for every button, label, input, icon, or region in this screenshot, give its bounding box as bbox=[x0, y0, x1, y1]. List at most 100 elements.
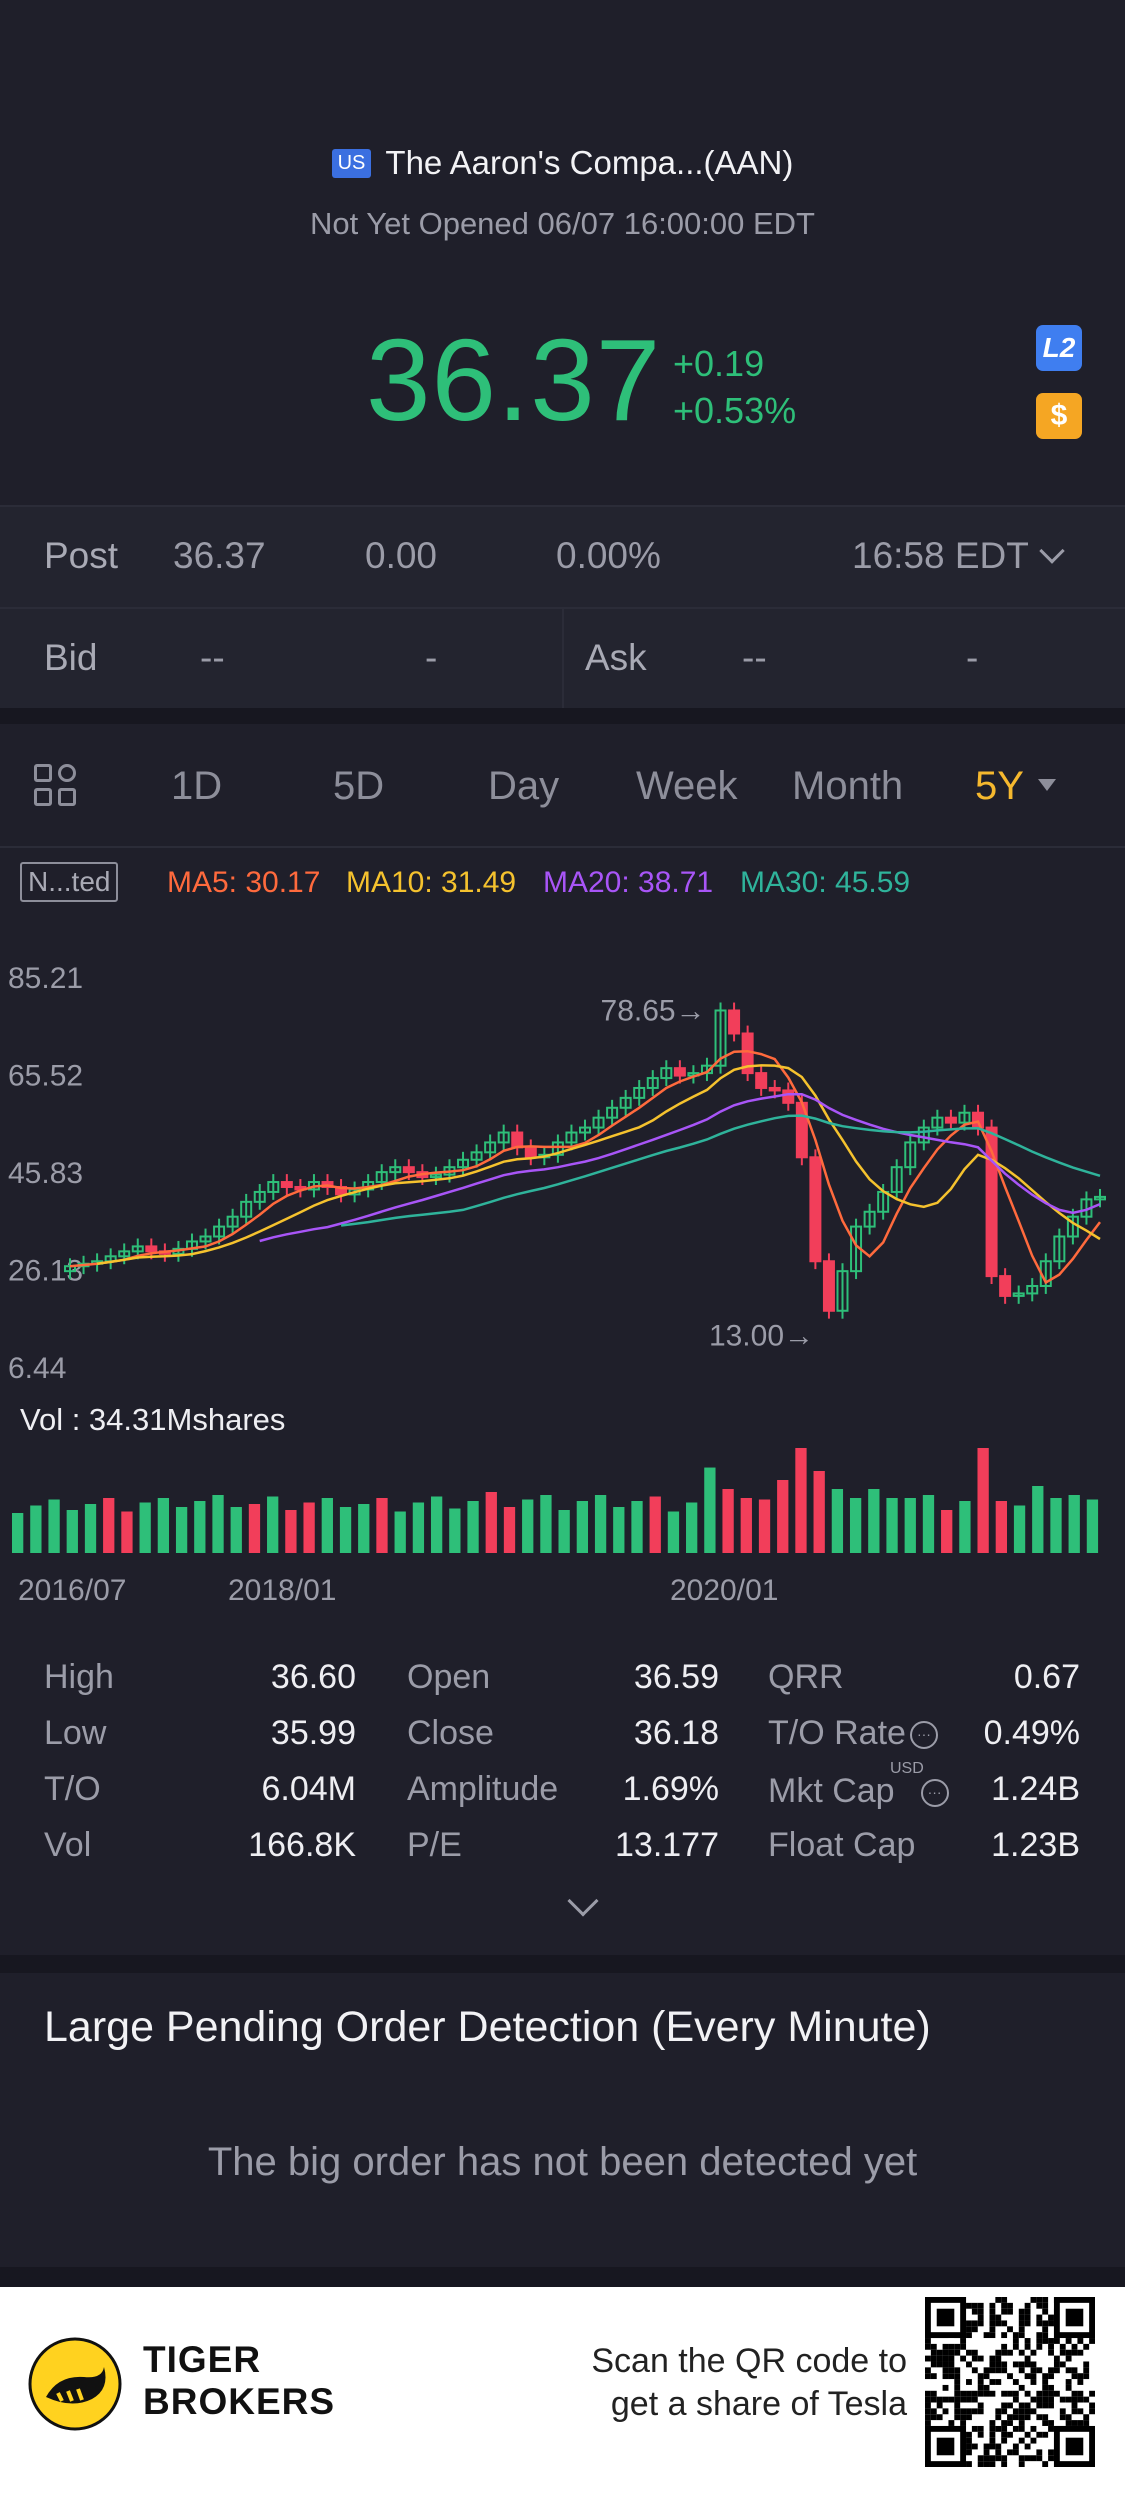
volume-bar bbox=[631, 1501, 643, 1553]
ask-price: -- bbox=[742, 637, 767, 678]
candle bbox=[457, 1158, 470, 1169]
section-title: Large Pending Order Detection (Every Min… bbox=[44, 2003, 931, 2051]
section-gap bbox=[0, 708, 1125, 724]
y-tick-label: 65.52 bbox=[8, 1060, 83, 1093]
info-icon[interactable]: ··· bbox=[920, 1779, 949, 1808]
tab-5y[interactable]: 5Y bbox=[975, 764, 1056, 809]
volume-bar bbox=[103, 1498, 115, 1553]
post-market-row[interactable]: Post 36.37 0.00 0.00% 16:58 EDT bbox=[0, 507, 1125, 607]
promo-footer[interactable]: TIGER BROKERS Scan the QR code to get a … bbox=[0, 2287, 1125, 2497]
ma5-line bbox=[69, 1049, 1101, 1285]
candle bbox=[822, 1260, 835, 1312]
candle bbox=[904, 1141, 917, 1169]
volume-bar bbox=[212, 1495, 224, 1553]
tab-5y-label: 5Y bbox=[975, 764, 1024, 808]
candle bbox=[809, 1156, 822, 1263]
volume-bar bbox=[139, 1502, 151, 1553]
bid-ask-row: Bid -- - Ask -- - bbox=[0, 609, 1125, 709]
tab-week[interactable]: Week bbox=[636, 764, 738, 808]
candle bbox=[1053, 1235, 1066, 1263]
x-tick-label: 2016/07 bbox=[18, 1574, 126, 1607]
candle bbox=[836, 1270, 849, 1312]
volume-label: Vol : 34.31Mshares bbox=[20, 1402, 285, 1437]
ma20-value: MA20: 38.71 bbox=[543, 866, 714, 899]
tab-5d[interactable]: 5D bbox=[333, 764, 385, 808]
chevron-down-icon bbox=[1039, 538, 1065, 564]
tab-month[interactable]: Month bbox=[792, 764, 904, 808]
candle bbox=[633, 1086, 646, 1099]
volume-bar bbox=[941, 1510, 953, 1553]
level2-icon[interactable]: L2 bbox=[1036, 325, 1082, 371]
volume-bar bbox=[467, 1501, 479, 1553]
large-order-section: Large Pending Order Detection (Every Min… bbox=[0, 1973, 1125, 2267]
tab-day[interactable]: Day bbox=[488, 764, 560, 808]
volume-bar bbox=[977, 1448, 989, 1553]
candle bbox=[863, 1210, 876, 1228]
stat-high: High 36.60 bbox=[44, 1658, 356, 1696]
candle bbox=[1012, 1292, 1025, 1297]
volume-bar bbox=[667, 1511, 680, 1553]
volume-bar bbox=[995, 1501, 1007, 1553]
candle bbox=[579, 1126, 591, 1134]
volume-bar bbox=[558, 1510, 570, 1553]
volume-bar bbox=[430, 1496, 443, 1553]
stat-open: Open 36.59 bbox=[407, 1658, 719, 1696]
volume-bar bbox=[321, 1498, 333, 1553]
volume-bar bbox=[777, 1480, 789, 1553]
price-change: +0.19 +0.53% bbox=[673, 340, 796, 434]
ma10-value: MA10: 31.49 bbox=[346, 866, 517, 899]
volume-bar bbox=[576, 1501, 589, 1553]
candle bbox=[253, 1190, 266, 1203]
candle bbox=[958, 1111, 971, 1124]
candle bbox=[660, 1067, 673, 1080]
annotations: 78.65→ 13.00→ bbox=[601, 994, 814, 1352]
post-pct: 0.00% bbox=[556, 535, 661, 576]
volume-bar bbox=[649, 1496, 661, 1553]
dollar-icon[interactable]: $ bbox=[1036, 393, 1082, 439]
volume-bar bbox=[1032, 1486, 1044, 1553]
volume-bar bbox=[922, 1495, 935, 1553]
title-row[interactable]: US The Aaron's Compa...(AAN) bbox=[0, 144, 1125, 182]
empty-message: The big order has not been detected yet bbox=[207, 2140, 918, 2184]
tiger-brokers-logo-icon bbox=[28, 2337, 122, 2431]
stat-qrr: QRR 0.67 bbox=[768, 1658, 1080, 1696]
candle bbox=[551, 1141, 564, 1156]
candle bbox=[484, 1141, 497, 1154]
candle bbox=[782, 1089, 795, 1104]
low-annotation: 13.00→ bbox=[709, 1320, 814, 1353]
volume-bar bbox=[813, 1471, 825, 1553]
volume-bar bbox=[394, 1511, 406, 1553]
candle bbox=[64, 1265, 76, 1273]
volume-bar bbox=[704, 1467, 716, 1553]
bid-price: -- bbox=[200, 637, 225, 678]
volume-bar bbox=[376, 1498, 388, 1553]
candle bbox=[606, 1106, 619, 1119]
stats-panel: High 36.60 Low 35.99 T/O 6.04M Vol 166.8K Op… bbox=[0, 1640, 1125, 1950]
post-label: Post bbox=[44, 535, 119, 576]
layout-grid-icon[interactable] bbox=[34, 764, 78, 808]
info-icon[interactable]: ··· bbox=[909, 1721, 938, 1750]
post-time-text: 16:58 EDT bbox=[852, 535, 1029, 576]
y-tick-label: 45.83 bbox=[8, 1157, 83, 1190]
candle bbox=[917, 1126, 930, 1144]
candle bbox=[226, 1215, 239, 1228]
change-pct: +0.53% bbox=[673, 390, 797, 431]
candle bbox=[267, 1181, 280, 1193]
volume-bar bbox=[449, 1508, 461, 1553]
y-tick-label: 85.21 bbox=[8, 962, 83, 995]
candle bbox=[565, 1131, 578, 1144]
tab-1d[interactable]: 1D bbox=[171, 764, 223, 808]
adjust-button[interactable]: N...ted bbox=[20, 862, 119, 902]
brand-name: TIGER BROKERS bbox=[143, 2339, 336, 2422]
qr-code[interactable] bbox=[925, 2297, 1095, 2467]
volume-bar bbox=[522, 1499, 534, 1553]
volume-bars bbox=[12, 1448, 1099, 1553]
market-badge: US bbox=[331, 148, 372, 178]
post-time[interactable]: 16:58 EDT bbox=[852, 535, 1065, 577]
volume-bar bbox=[886, 1498, 898, 1553]
candle bbox=[714, 1009, 727, 1067]
stat-to-rate: T/O Rate ··· 0.49% bbox=[768, 1714, 1080, 1752]
ma30-line bbox=[340, 1114, 1101, 1227]
candle bbox=[213, 1225, 226, 1238]
